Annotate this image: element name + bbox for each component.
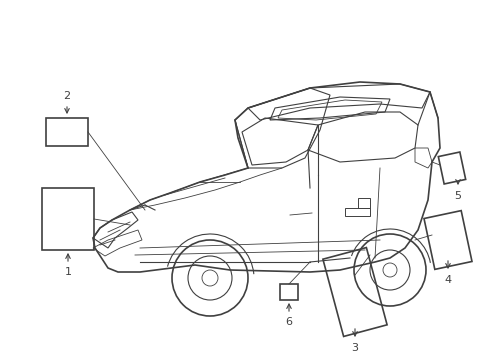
Text: 5: 5 — [455, 191, 462, 201]
Text: 3: 3 — [351, 343, 359, 353]
Text: 1: 1 — [65, 267, 72, 277]
Bar — [42, 188, 94, 250]
Bar — [345, 208, 370, 216]
Text: 4: 4 — [444, 275, 452, 285]
Bar — [280, 284, 298, 300]
Text: 6: 6 — [286, 317, 293, 327]
Bar — [358, 198, 370, 208]
Bar — [46, 118, 88, 146]
Text: 2: 2 — [63, 91, 71, 101]
